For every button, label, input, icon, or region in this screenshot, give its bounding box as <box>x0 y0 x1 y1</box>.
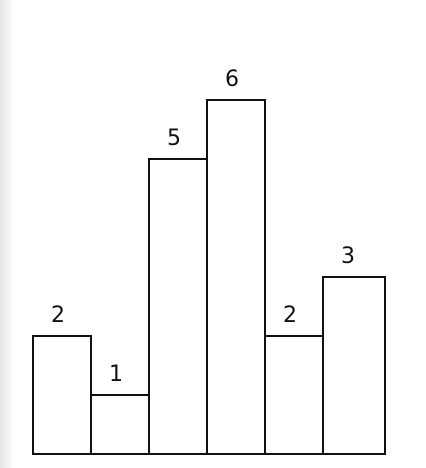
data-label-5: 2 <box>283 303 297 328</box>
data-label-6: 3 <box>341 244 355 269</box>
bar-6 <box>322 276 386 455</box>
data-label-1: 2 <box>51 303 65 328</box>
data-label-4: 6 <box>225 67 239 92</box>
data-label-2: 1 <box>109 362 123 387</box>
bar-3 <box>148 158 208 455</box>
window-edge-shade <box>0 0 14 468</box>
bar-5 <box>264 335 324 455</box>
bar-1 <box>32 335 92 455</box>
bar-4 <box>206 99 266 455</box>
bars-group <box>32 99 386 455</box>
bar-2 <box>90 394 150 455</box>
data-labels-group: 2 1 5 6 2 3 <box>51 67 355 387</box>
data-label-3: 5 <box>167 126 181 151</box>
